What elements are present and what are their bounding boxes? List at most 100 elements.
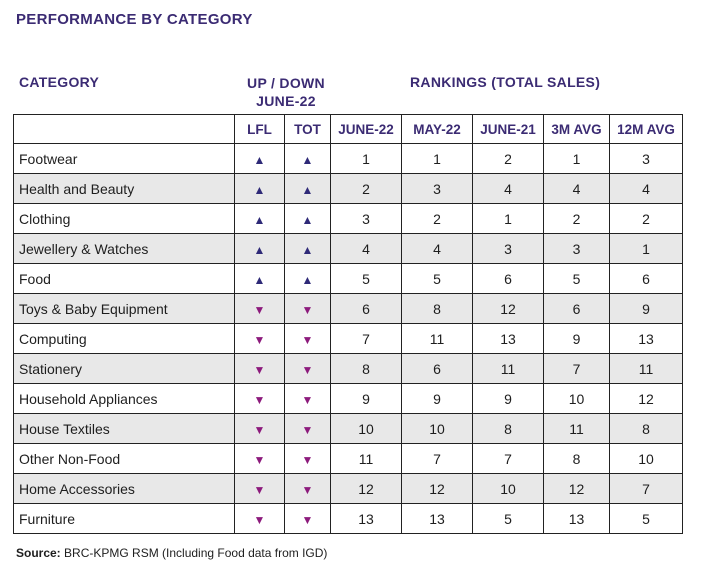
june22-cell: 2 <box>330 173 402 204</box>
3m-avg-cell: 3 <box>543 233 610 264</box>
triangle-up-icon: ▲ <box>253 272 266 287</box>
triangle-up-icon: ▲ <box>253 212 266 227</box>
category-cell: Food <box>13 263 235 294</box>
3m-avg-cell: 9 <box>543 323 610 354</box>
category-heading: CATEGORY <box>19 74 100 90</box>
12m-avg-cell: 9 <box>609 293 683 324</box>
tot-cell: ▼ <box>284 503 331 534</box>
3m-avg-cell: 1 <box>543 143 610 174</box>
12m-avg-cell: 1 <box>609 233 683 264</box>
3m-avg-cell: 6 <box>543 293 610 324</box>
3m-avg-cell: 12 <box>543 473 610 504</box>
table-row: Jewellery & Watches ▲ ▲ 4 4 3 3 1 <box>13 233 683 264</box>
june21-cell: 5 <box>472 503 544 534</box>
category-cell: Clothing <box>13 203 235 234</box>
category-cell: House Textiles <box>13 413 235 444</box>
3m-avg-cell: 13 <box>543 503 610 534</box>
june22-cell: 4 <box>330 233 402 264</box>
category-cell: Furniture <box>13 503 235 534</box>
june21-cell: 7 <box>472 443 544 474</box>
tot-cell: ▲ <box>284 203 331 234</box>
triangle-down-icon: ▼ <box>253 332 266 347</box>
triangle-down-icon: ▼ <box>301 452 314 467</box>
lfl-cell: ▼ <box>234 293 285 324</box>
may22-cell: 5 <box>401 263 473 294</box>
3m-avg-cell: 8 <box>543 443 610 474</box>
12m-avg-cell: 7 <box>609 473 683 504</box>
june21-cell: 13 <box>472 323 544 354</box>
page-title: PERFORMANCE BY CATEGORY <box>16 11 253 28</box>
triangle-down-icon: ▼ <box>301 512 314 527</box>
tot-cell: ▼ <box>284 323 331 354</box>
table-row: Clothing ▲ ▲ 3 2 1 2 2 <box>13 203 683 234</box>
triangle-up-icon: ▲ <box>301 272 314 287</box>
june21-cell: 3 <box>472 233 544 264</box>
12m-avg-cell: 4 <box>609 173 683 204</box>
june22-cell: 1 <box>330 143 402 174</box>
12m-avg-cell: 10 <box>609 443 683 474</box>
june21-cell: 6 <box>472 263 544 294</box>
table-row: Household Appliances ▼ ▼ 9 9 9 10 12 <box>13 383 683 414</box>
lfl-cell: ▼ <box>234 503 285 534</box>
table-row: Health and Beauty ▲ ▲ 2 3 4 4 4 <box>13 173 683 204</box>
category-cell: Toys & Baby Equipment <box>13 293 235 324</box>
triangle-up-icon: ▲ <box>253 182 266 197</box>
rankings-heading: RANKINGS (TOTAL SALES) <box>410 74 601 90</box>
lfl-cell: ▲ <box>234 203 285 234</box>
12m-avg-cell: 11 <box>609 353 683 384</box>
june21-cell: 1 <box>472 203 544 234</box>
3m-avg-cell: 2 <box>543 203 610 234</box>
table-row: Stationery ▼ ▼ 8 6 11 7 11 <box>13 353 683 384</box>
may22-cell: 12 <box>401 473 473 504</box>
may22-cell: 4 <box>401 233 473 264</box>
june22-cell: 13 <box>330 503 402 534</box>
may22-cell: 6 <box>401 353 473 384</box>
lfl-cell: ▼ <box>234 383 285 414</box>
table-row: Computing ▼ ▼ 7 11 13 9 13 <box>13 323 683 354</box>
triangle-down-icon: ▼ <box>253 512 266 527</box>
triangle-down-icon: ▼ <box>253 482 266 497</box>
category-cell: Health and Beauty <box>13 173 235 204</box>
may22-cell: 10 <box>401 413 473 444</box>
june22-cell: 3 <box>330 203 402 234</box>
column-header-june21: JUNE-21 <box>472 114 544 144</box>
may22-cell: 1 <box>401 143 473 174</box>
june21-cell: 9 <box>472 383 544 414</box>
12m-avg-cell: 13 <box>609 323 683 354</box>
3m-avg-cell: 4 <box>543 173 610 204</box>
june22-cell: 5 <box>330 263 402 294</box>
3m-avg-cell: 7 <box>543 353 610 384</box>
may22-cell: 9 <box>401 383 473 414</box>
tot-cell: ▲ <box>284 173 331 204</box>
triangle-up-icon: ▲ <box>253 242 266 257</box>
june22-cell: 6 <box>330 293 402 324</box>
column-header-lfl: LFL <box>234 114 285 144</box>
may22-cell: 7 <box>401 443 473 474</box>
may22-cell: 8 <box>401 293 473 324</box>
june21-cell: 11 <box>472 353 544 384</box>
triangle-down-icon: ▼ <box>253 302 266 317</box>
may22-cell: 13 <box>401 503 473 534</box>
column-header-june22: JUNE-22 <box>330 114 402 144</box>
triangle-down-icon: ▼ <box>301 392 314 407</box>
table-row: Food ▲ ▲ 5 5 6 5 6 <box>13 263 683 294</box>
tot-cell: ▼ <box>284 473 331 504</box>
category-cell: Footwear <box>13 143 235 174</box>
table-header-row: LFL TOT JUNE-22 MAY-22 JUNE-21 3M AVG 12… <box>13 114 683 144</box>
june22-cell: 9 <box>330 383 402 414</box>
12m-avg-cell: 5 <box>609 503 683 534</box>
tot-cell: ▼ <box>284 413 331 444</box>
3m-avg-cell: 5 <box>543 263 610 294</box>
may22-cell: 11 <box>401 323 473 354</box>
triangle-up-icon: ▲ <box>253 152 266 167</box>
table-row: Home Accessories ▼ ▼ 12 12 10 12 7 <box>13 473 683 504</box>
june22-cell: 7 <box>330 323 402 354</box>
12m-avg-cell: 12 <box>609 383 683 414</box>
june21-cell: 8 <box>472 413 544 444</box>
lfl-cell: ▲ <box>234 233 285 264</box>
category-cell: Stationery <box>13 353 235 384</box>
lfl-cell: ▼ <box>234 323 285 354</box>
source-text: BRC-KPMG RSM (Including Food data from I… <box>60 546 328 560</box>
performance-table: LFL TOT JUNE-22 MAY-22 JUNE-21 3M AVG 12… <box>13 114 683 534</box>
triangle-down-icon: ▼ <box>301 422 314 437</box>
